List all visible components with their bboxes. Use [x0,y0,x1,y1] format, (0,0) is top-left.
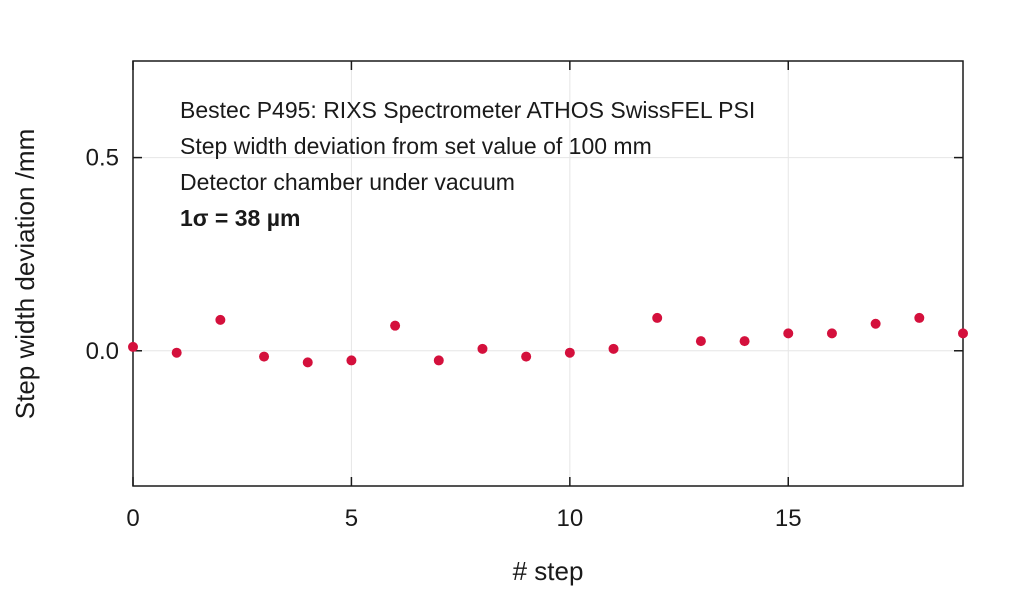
y-tick-label: 0.0 [86,338,119,365]
data-point [390,320,401,331]
data-point [958,328,968,339]
x-tick-label: 10 [556,505,583,532]
ticks: 0 5 10 15 0.0 0.5 [86,61,963,532]
x-tick-label: 0 [126,505,139,532]
data-point [739,336,750,347]
data-point [826,328,837,339]
data-point [171,347,182,358]
data-point [870,318,881,329]
data-point [477,343,488,354]
data-point [914,312,925,323]
data-point [433,355,444,366]
data-point [128,341,138,352]
data-point [652,312,663,323]
annotation-line-2: Step width deviation from set value of 1… [180,133,652,159]
data-point [608,343,619,354]
y-tick-label: 0.5 [86,145,119,172]
data-point [259,351,270,362]
annotation-sigma: 1σ = 38 µm [180,205,300,231]
x-tick-label: 15 [775,505,802,532]
annotation-line-1: Bestec P495: RIXS Spectrometer ATHOS Swi… [180,97,755,123]
data-points [128,312,968,368]
x-tick-label: 5 [345,505,358,532]
y-axis-label: Step width deviation /mm [10,129,40,419]
data-point [215,314,226,325]
annotation-line-3: Detector chamber under vacuum [180,169,515,195]
data-point [783,328,794,339]
grid [132,61,963,486]
x-axis-label: # step [513,556,584,586]
data-point [695,336,706,347]
data-point [346,355,357,366]
data-point [302,357,313,368]
plot-frame [132,60,964,487]
data-point [564,347,575,358]
data-point [521,351,532,362]
